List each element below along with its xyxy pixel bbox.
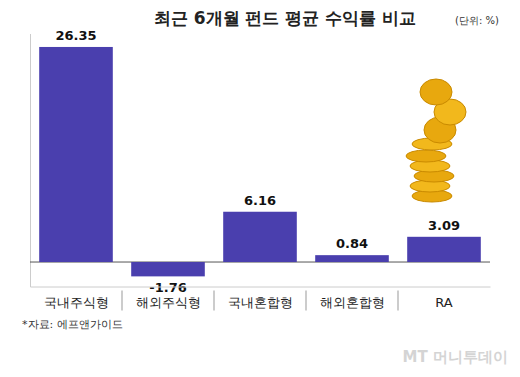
data-label: 6.16 [244, 193, 276, 208]
chart: 최근 6개월 펀드 평균 수익률 비교 (단위: %) 26.35 -1.76 6.16… [0, 0, 520, 377]
category-separator [214, 291, 215, 311]
category-separators [122, 291, 398, 311]
watermark: MT 머니투데이 [403, 348, 508, 366]
category-label: 해외혼합형 [320, 295, 385, 310]
data-labels: 26.35 -1.76 6.16 0.84 3.09 [55, 28, 460, 295]
bar [39, 47, 113, 262]
x-tick: 해외혼합형 [320, 287, 385, 310]
data-label: 3.09 [428, 218, 460, 233]
category-separator [306, 291, 307, 311]
category-label: 국내주식형 [44, 295, 109, 310]
y-axis [30, 34, 32, 287]
bar [223, 212, 297, 262]
subtitle: (단위: %) [455, 15, 499, 26]
category-label: RA [435, 295, 453, 310]
bar [315, 255, 389, 262]
bar [131, 262, 205, 276]
bars [39, 47, 481, 276]
x-axis-line [31, 287, 491, 288]
category-separator [398, 291, 399, 311]
data-label: 26.35 [55, 28, 96, 43]
coin [420, 79, 452, 105]
data-label: -1.76 [149, 280, 186, 295]
category-separator [122, 291, 123, 311]
x-axis: 국내주식형 해외주식형 국내혼합형 해외혼합형 RA [31, 287, 491, 310]
y-axis-line [30, 34, 31, 287]
coin-illustration [406, 79, 466, 202]
category-label: 해외주식형 [136, 295, 201, 310]
source-note: *자료: 에프앤가이드 [22, 318, 123, 331]
coin [406, 150, 446, 162]
title: 최근 6개월 펀드 평균 수익률 비교 [154, 8, 416, 28]
bar [407, 237, 481, 262]
x-tick: 국내주식형 [44, 287, 109, 310]
x-tick: RA [435, 287, 453, 310]
category-label: 국내혼합형 [228, 295, 293, 310]
x-tick: 국내혼합형 [228, 287, 293, 310]
data-label: 0.84 [336, 236, 368, 251]
x-tick: 해외주식형 [136, 287, 201, 310]
